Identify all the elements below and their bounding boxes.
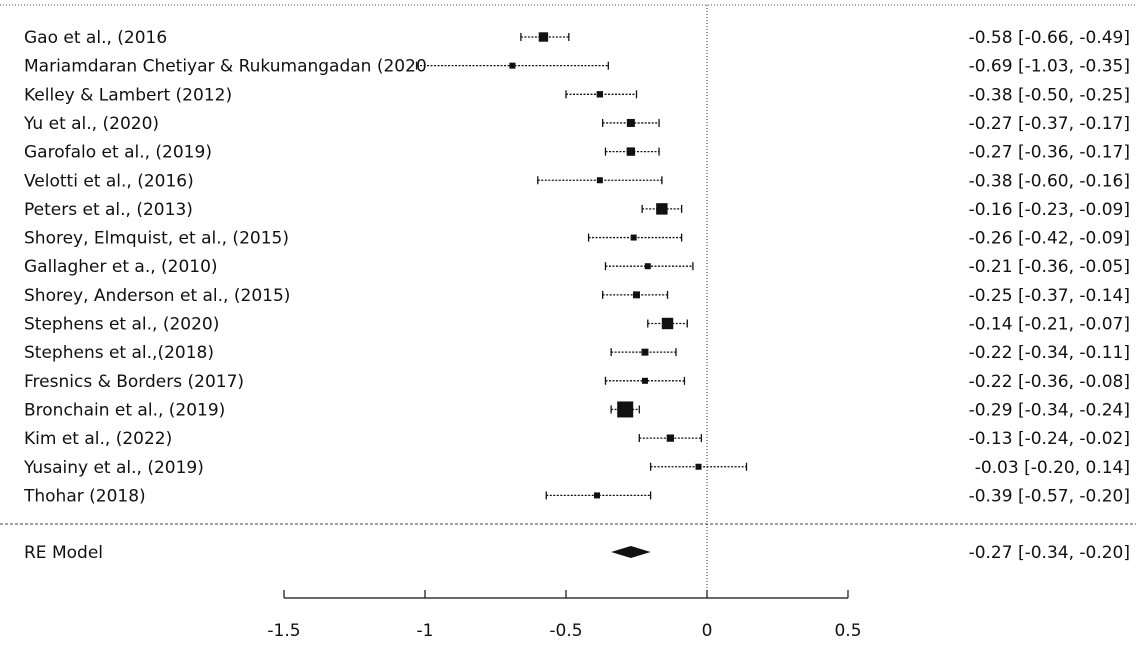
study-row: Yu et al., (2020) -0.27 [-0.37, -0.17]: [23, 114, 1130, 134]
ci-value: -0.21 [-0.36, -0.05]: [969, 257, 1130, 277]
ci-value: -0.22 [-0.34, -0.11]: [969, 343, 1130, 363]
x-tick-label: -1: [417, 621, 434, 641]
study-row: Velotti et al., (2016) -0.38 [-0.60, -0.1…: [24, 171, 1130, 191]
ci-value: -0.39 [-0.57, -0.20]: [969, 486, 1130, 506]
study-row: Yusainy et al., (2019) -0.03 [-0.20, 0.14…: [23, 458, 1130, 478]
study-label: Shorey, Anderson et al., (2015): [24, 286, 290, 306]
point-estimate: [630, 234, 637, 241]
study-row: Bronchain et al., (2019) -0.29 [-0.34, -0…: [24, 400, 1130, 420]
point-estimate: [661, 317, 674, 330]
ci-value: -0.38 [-0.60, -0.16]: [969, 171, 1130, 191]
ci-value: -0.14 [-0.21, -0.07]: [969, 315, 1130, 335]
summary-row: RE Model -0.27 [-0.34, -0.20]: [24, 543, 1130, 563]
point-estimate: [656, 203, 668, 215]
study-label: Stephens et al., (2020): [24, 315, 219, 335]
study-label: Bronchain et al., (2019): [24, 400, 225, 420]
point-estimate: [633, 291, 640, 299]
study-row: Garofalo et al., (2019) -0.27 [-0.36, -0.…: [24, 143, 1130, 163]
study-row: Shorey, Elmquist, et al., (2015) -0.26 [-…: [24, 229, 1130, 249]
point-estimate: [509, 62, 516, 69]
ci-value: -0.29 [-0.34, -0.24]: [969, 400, 1130, 420]
point-estimate: [626, 118, 635, 127]
ci-value: -0.16 [-0.23, -0.09]: [969, 200, 1130, 220]
point-estimate: [641, 377, 648, 384]
study-row: Thohar (2018) -0.39 [-0.57, -0.20]: [23, 486, 1130, 506]
study-rows: Gao et al., (2016 -0.58 [-0.66, -0.49] Mar…: [23, 28, 1130, 506]
point-estimate: [538, 32, 549, 42]
point-estimate: [626, 147, 636, 156]
x-tick-label: -1.5: [267, 621, 300, 641]
point-estimate: [666, 434, 674, 442]
study-row: Peters et al., (2013) -0.16 [-0.23, -0.09…: [24, 200, 1130, 220]
study-label: Velotti et al., (2016): [24, 171, 194, 191]
study-label: Peters et al., (2013): [24, 200, 193, 220]
point-estimate: [594, 492, 601, 499]
study-row: Kim et al., (2022) -0.13 [-0.24, -0.02]: [24, 429, 1130, 449]
ci-value: -0.38 [-0.50, -0.25]: [969, 85, 1130, 105]
study-row: Gao et al., (2016 -0.58 [-0.66, -0.49]: [24, 28, 1130, 48]
study-label: Mariamdaran Chetiyar & Rukumangadan (202…: [24, 57, 427, 77]
point-estimate: [641, 348, 649, 356]
study-label: Kim et al., (2022): [24, 429, 172, 449]
study-label: Yu et al., (2020): [23, 114, 159, 134]
ci-value: -0.27 [-0.36, -0.17]: [969, 143, 1130, 163]
summary-diamond: [611, 546, 651, 558]
study-row: Fresnics & Borders (2017) -0.22 [-0.36, -…: [24, 372, 1130, 392]
study-label: Thohar (2018): [23, 486, 146, 506]
study-row: Shorey, Anderson et al., (2015) -0.25 [-0…: [24, 286, 1130, 306]
ci-value: -0.69 [-1.03, -0.35]: [969, 57, 1130, 77]
summary-label: RE Model: [24, 543, 103, 563]
study-row: Mariamdaran Chetiyar & Rukumangadan (202…: [24, 57, 1130, 77]
ci-value: -0.03 [-0.20, 0.14]: [975, 458, 1130, 478]
x-tick-label: -0.5: [549, 621, 582, 641]
study-label: Fresnics & Borders (2017): [24, 372, 244, 392]
study-label: Garofalo et al., (2019): [24, 143, 212, 163]
x-tick-label: 0.5: [834, 621, 861, 641]
point-estimate: [596, 91, 604, 98]
study-row: Gallagher et a., (2010) -0.21 [-0.36, -0.…: [24, 257, 1130, 277]
x-axis: -1.5 -1 -0.5 0 0.5: [267, 590, 862, 641]
study-label: Stephens et al.,(2018): [24, 343, 214, 363]
study-label: Gao et al., (2016: [24, 28, 167, 48]
point-estimate: [695, 463, 702, 470]
ci-value: -0.22 [-0.36, -0.08]: [969, 372, 1130, 392]
study-label: Shorey, Elmquist, et al., (2015): [24, 229, 289, 249]
study-label: Gallagher et a., (2010): [24, 257, 218, 277]
ci-value: -0.26 [-0.42, -0.09]: [969, 229, 1130, 249]
ci-value: -0.27 [-0.37, -0.17]: [969, 114, 1130, 134]
x-tick-label: 0: [702, 621, 713, 641]
summary-ci-value: -0.27 [-0.34, -0.20]: [969, 543, 1130, 563]
study-row: Stephens et al., (2020) -0.14 [-0.21, -0.…: [24, 315, 1130, 335]
study-row: Kelley & Lambert (2012) -0.38 [-0.50, -0.…: [24, 85, 1130, 105]
point-estimate: [617, 401, 634, 418]
point-estimate: [596, 177, 603, 184]
ci-value: -0.13 [-0.24, -0.02]: [969, 429, 1130, 449]
ci-value: -0.58 [-0.66, -0.49]: [969, 28, 1130, 48]
study-row: Stephens et al.,(2018) -0.22 [-0.34, -0.1…: [24, 343, 1130, 363]
study-label: Yusainy et al., (2019): [23, 458, 204, 478]
study-label: Kelley & Lambert (2012): [24, 85, 232, 105]
point-estimate: [644, 263, 651, 270]
ci-value: -0.25 [-0.37, -0.14]: [969, 286, 1130, 306]
